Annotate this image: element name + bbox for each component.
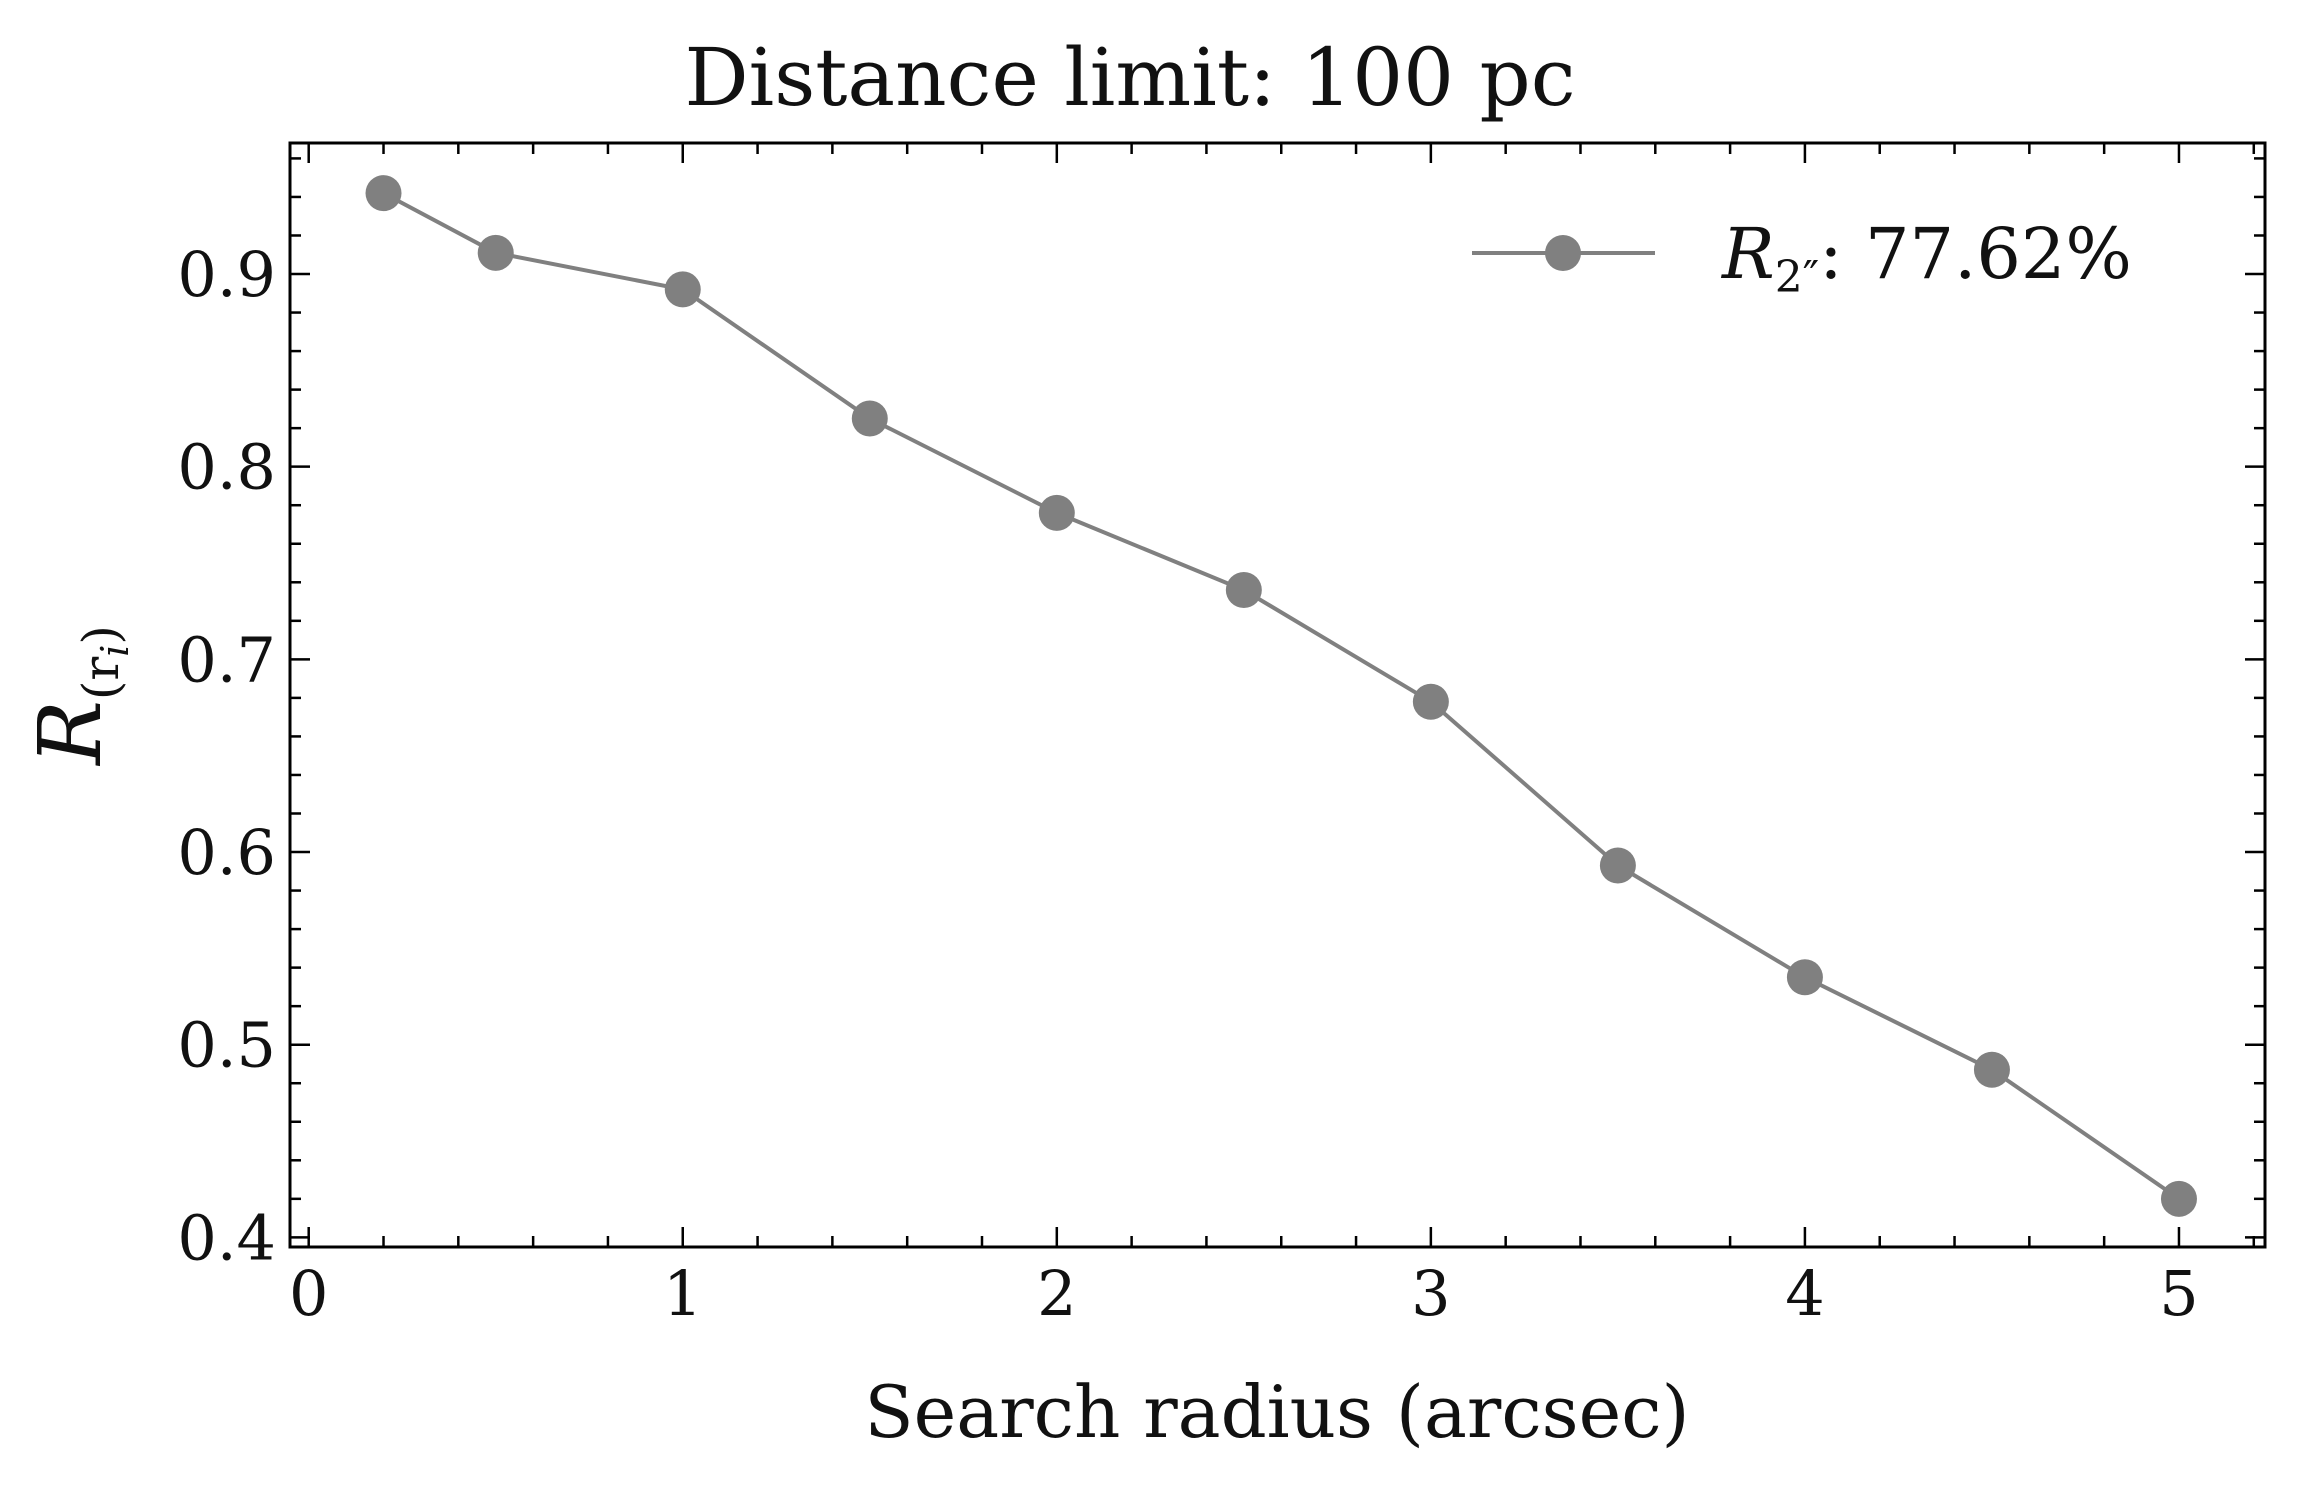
data-point bbox=[1599, 847, 1636, 884]
legend-label-sub: 2″ bbox=[1775, 252, 1819, 303]
chart-title: Distance limit: 100 pc bbox=[684, 31, 1575, 124]
data-point bbox=[477, 234, 514, 271]
series-line bbox=[382, 191, 2181, 1201]
tick-marks bbox=[290, 143, 2265, 1247]
y-tick-label: 0.8 bbox=[177, 431, 276, 504]
y-axis-label-sub: (r bbox=[72, 657, 130, 701]
x-tick-label: 2 bbox=[1037, 1257, 1076, 1330]
plot-frame bbox=[288, 141, 2267, 1249]
data-point bbox=[1412, 683, 1449, 720]
data-point bbox=[2160, 1180, 2197, 1217]
x-tick-label: 4 bbox=[1785, 1257, 1824, 1330]
legend-marker bbox=[1545, 235, 1581, 271]
data-point bbox=[1973, 1051, 2010, 1088]
legend-label-rest: : 77.62% bbox=[1819, 213, 2132, 295]
x-tick-label: 1 bbox=[663, 1257, 702, 1330]
y-axis-label-subsub: i bbox=[93, 645, 137, 657]
x-tick-label: 0 bbox=[289, 1257, 328, 1330]
y-tick-label: 0.7 bbox=[177, 623, 276, 696]
x-axis-label: Search radius (arcsec) bbox=[864, 1370, 1689, 1454]
y-axis-label-base: R bbox=[21, 700, 121, 767]
legend-label: R2″: 77.62% bbox=[1720, 213, 2132, 303]
y-tick-labels: 0.4 0.5 0.6 0.7 0.8 0.9 bbox=[177, 238, 276, 1274]
x-tick-label: 5 bbox=[2159, 1257, 2198, 1330]
data-point bbox=[1786, 959, 1823, 996]
data-point bbox=[664, 271, 701, 308]
y-axis-label-close: ) bbox=[72, 625, 130, 645]
series-layer bbox=[365, 175, 2197, 1217]
y-tick-label: 0.4 bbox=[177, 1201, 276, 1274]
y-tick-label: 0.5 bbox=[177, 1009, 276, 1082]
data-point bbox=[1038, 494, 1075, 531]
x-tick-label: 3 bbox=[1411, 1257, 1450, 1330]
y-tick-label: 0.6 bbox=[177, 816, 276, 889]
data-point bbox=[1225, 571, 1262, 608]
data-point bbox=[365, 175, 402, 212]
y-axis-label: R(ri) bbox=[21, 625, 137, 767]
data-point bbox=[851, 400, 888, 437]
x-tick-labels: 0 1 2 3 4 5 bbox=[289, 1257, 2199, 1330]
legend-label-base: R bbox=[1720, 213, 1775, 295]
legend: R2″: 77.62% bbox=[1472, 213, 2132, 303]
y-tick-label: 0.9 bbox=[177, 238, 276, 311]
